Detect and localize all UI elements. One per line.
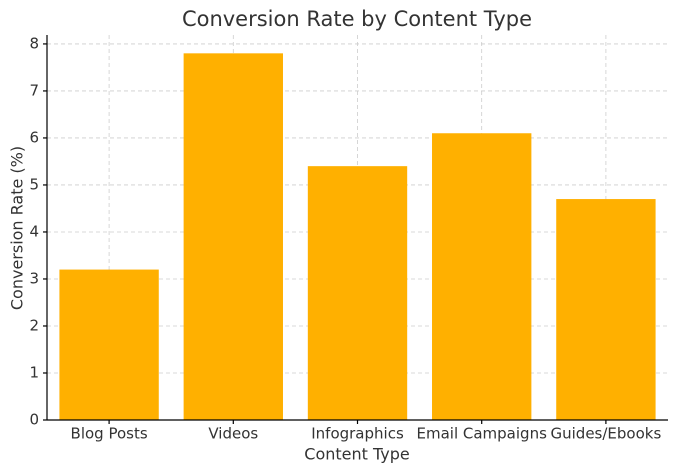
- y-tick-label: 7: [29, 81, 39, 99]
- bar: [59, 269, 159, 420]
- bar: [183, 53, 283, 420]
- x-tick-label: Guides/Ebooks: [551, 425, 662, 443]
- y-tick-label: 8: [29, 34, 39, 52]
- x-tick-label: Videos: [208, 425, 258, 443]
- y-tick-label: 6: [29, 128, 39, 146]
- bar: [556, 199, 656, 420]
- x-tick-label: Infographics: [311, 425, 404, 443]
- bar: [307, 166, 408, 420]
- y-tick-label: 3: [29, 269, 39, 287]
- x-tick-label: Blog Posts: [71, 425, 148, 443]
- y-tick-label: 0: [29, 411, 39, 429]
- y-tick-label: 4: [29, 222, 39, 240]
- x-tick-label: Email Campaigns: [417, 425, 548, 443]
- chart-title: Conversion Rate by Content Type: [182, 7, 532, 31]
- x-axis-label: Content Type: [304, 445, 409, 464]
- y-tick-label: 2: [29, 316, 39, 334]
- bar: [432, 133, 532, 420]
- y-tick-label: 5: [29, 175, 39, 193]
- y-tick-label: 1: [29, 363, 39, 381]
- y-axis-label: Conversion Rate (%): [8, 146, 27, 310]
